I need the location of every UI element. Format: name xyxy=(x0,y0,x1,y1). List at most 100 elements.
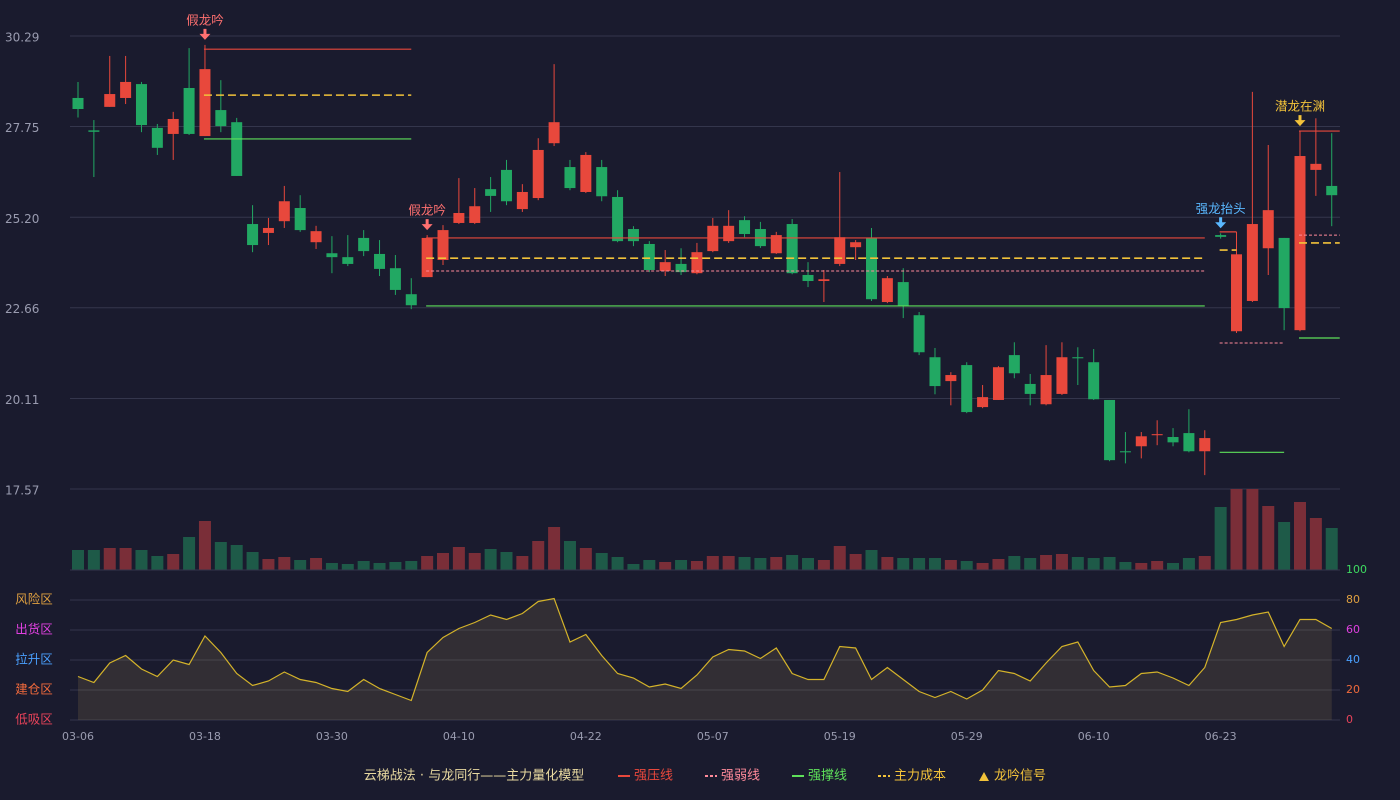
volume-bar xyxy=(246,552,259,570)
candle-body xyxy=(675,263,687,273)
candle-body xyxy=(1246,224,1258,301)
candle-body xyxy=(913,315,925,353)
volume-bar xyxy=(881,557,894,570)
volume-bar xyxy=(595,553,608,570)
y-tick-label: 25.20 xyxy=(5,212,39,226)
volume-bar xyxy=(468,553,481,570)
candle-body xyxy=(1056,357,1068,394)
volume-bar xyxy=(103,548,116,570)
volume-bar xyxy=(817,560,830,570)
volume-bar xyxy=(310,558,323,570)
volume-bar xyxy=(1103,557,1116,570)
volume-bar xyxy=(675,560,688,570)
candle-body xyxy=(294,208,306,231)
volume-bar xyxy=(1167,563,1180,570)
zone-label: 风险区 xyxy=(15,592,53,607)
candle-body xyxy=(231,122,243,176)
volume-bar xyxy=(516,556,529,570)
y2-tick-label: 80 xyxy=(1346,593,1360,606)
legend-swatch xyxy=(979,772,989,781)
candle-body xyxy=(1183,433,1195,452)
volume-bar xyxy=(754,558,767,570)
candle-body xyxy=(1167,437,1179,443)
x-tick-label: 04-22 xyxy=(570,730,602,743)
volume-bar xyxy=(373,563,386,570)
candle-body xyxy=(485,189,497,196)
candle-body xyxy=(1199,438,1211,452)
zone-label: 建仓区 xyxy=(15,682,53,697)
volume-bar xyxy=(198,521,211,570)
volume-bar xyxy=(659,562,672,570)
candle-body xyxy=(389,268,401,290)
volume-bar xyxy=(1230,489,1243,570)
candle-body xyxy=(897,282,909,306)
y-tick-label: 30.29 xyxy=(5,31,39,45)
candle-body xyxy=(612,196,624,242)
x-tick-label: 06-10 xyxy=(1078,730,1110,743)
zone-label: 拉升区 xyxy=(15,652,53,667)
candle-body xyxy=(596,167,608,197)
x-tick-label: 06-23 xyxy=(1205,730,1237,743)
volume-bar xyxy=(865,550,878,570)
candle-body xyxy=(643,243,655,270)
candle-body xyxy=(770,235,782,254)
y2-tick-label: 100 xyxy=(1346,563,1367,576)
volume-bar xyxy=(992,559,1005,570)
candle-body xyxy=(1024,383,1036,394)
candle-body xyxy=(88,130,100,132)
volume-bar xyxy=(1325,528,1338,570)
volume-bar xyxy=(1008,556,1021,570)
volume-bar xyxy=(833,546,846,570)
oscillator-area xyxy=(78,598,1332,720)
volume-bar xyxy=(183,537,196,570)
candle-body xyxy=(104,94,116,107)
volume-bar xyxy=(643,560,656,570)
volume-bar xyxy=(1119,562,1132,570)
volume-bar xyxy=(167,554,180,570)
candle-body xyxy=(659,262,671,272)
candle-body xyxy=(532,149,544,199)
x-tick-label: 03-06 xyxy=(62,730,94,743)
volume-bar xyxy=(1309,518,1322,570)
volume-bar xyxy=(452,547,465,570)
y-tick-label: 20.11 xyxy=(5,393,39,407)
candle-body xyxy=(151,127,163,148)
candle-body xyxy=(1088,362,1100,400)
signal-arrow xyxy=(199,28,211,40)
volume-bar xyxy=(1293,502,1306,570)
candle-body xyxy=(247,224,259,246)
candle-body xyxy=(564,167,576,189)
y-tick-label: 27.75 xyxy=(5,121,39,135)
volume-bar xyxy=(1087,558,1100,570)
candle-body xyxy=(691,252,703,274)
candle-body xyxy=(358,237,370,252)
candle-body xyxy=(1231,254,1243,332)
candle-body xyxy=(1278,237,1290,309)
volume-bar xyxy=(1151,561,1164,570)
zone-label: 出货区 xyxy=(15,622,53,637)
candle-body xyxy=(834,237,846,264)
candle-body xyxy=(1310,163,1322,170)
candle-body xyxy=(326,253,338,258)
legend-label: 龙吟信号 xyxy=(994,768,1046,784)
volume-bar xyxy=(1135,563,1148,570)
y2-tick-label: 40 xyxy=(1346,653,1360,666)
signal-label: 潜龙在渊 xyxy=(1275,99,1325,114)
candle-body xyxy=(278,201,290,222)
candle-body xyxy=(1119,451,1131,453)
volume-bar xyxy=(87,550,100,570)
volume-bar xyxy=(690,561,703,570)
volume-bar xyxy=(230,545,243,570)
volume-bar xyxy=(357,561,370,570)
candle-body xyxy=(881,278,893,303)
volume-bar xyxy=(928,558,941,570)
signal-label: 强龙抬头 xyxy=(1196,201,1246,216)
volume-bar xyxy=(1182,558,1195,570)
signal-arrow xyxy=(421,219,433,231)
x-tick-label: 05-29 xyxy=(951,730,983,743)
volume-bar xyxy=(738,557,751,570)
candle-body xyxy=(453,212,465,223)
candle-body xyxy=(1326,185,1338,196)
candle-body xyxy=(1040,375,1052,405)
